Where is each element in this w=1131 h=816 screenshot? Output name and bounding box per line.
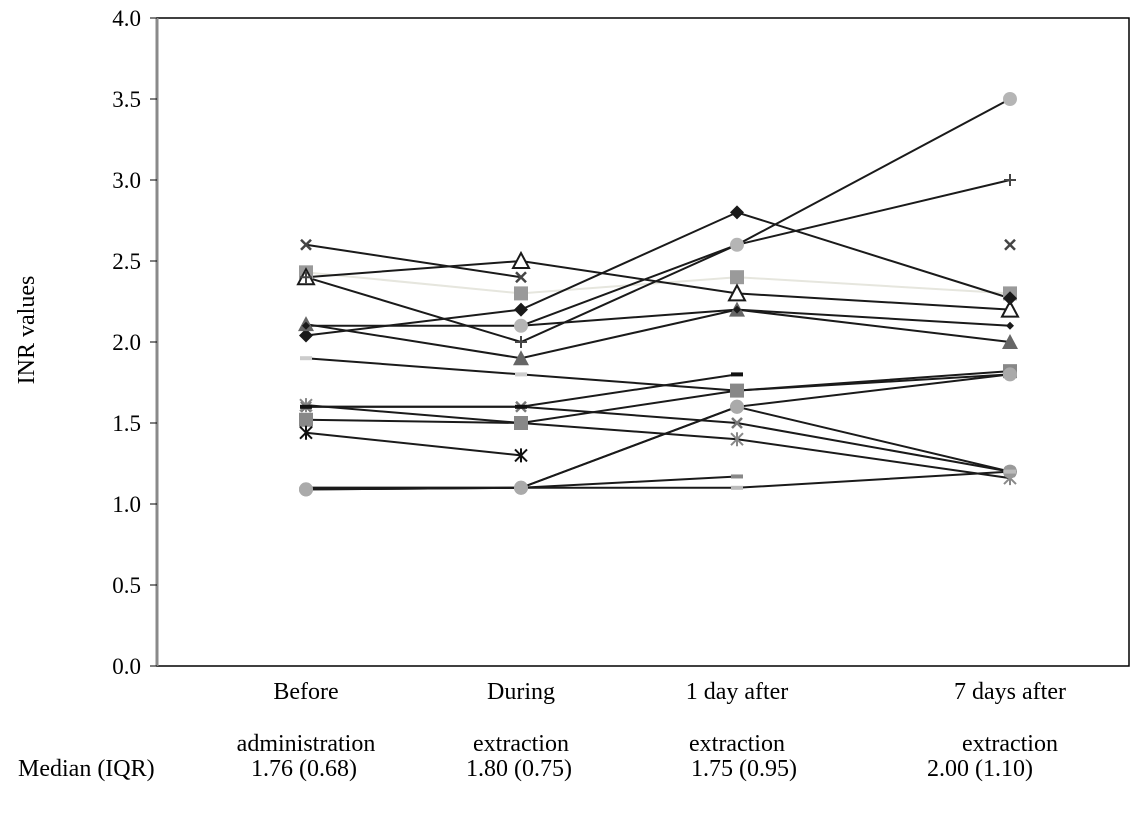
- data-point: [730, 205, 744, 220]
- x-category-label: 7 days after: [954, 679, 1066, 705]
- series-line: [305, 179, 1011, 344]
- y-tick-label: 4.0: [112, 6, 141, 31]
- median-value: 1.75 (0.95): [691, 756, 797, 782]
- data-point: [1004, 469, 1016, 474]
- data-point: [299, 412, 313, 427]
- data-point: [299, 482, 313, 497]
- y-tick-label: 2.0: [112, 330, 141, 355]
- series-line: [306, 308, 1011, 327]
- data-point: [730, 383, 744, 398]
- data-point: [730, 432, 744, 447]
- series-line: [305, 308, 1011, 360]
- data-point: [731, 474, 743, 479]
- y-tick-label: 3.5: [112, 87, 141, 112]
- data-point: [514, 448, 528, 463]
- series-line: [305, 243, 522, 279]
- data-point: [513, 350, 529, 366]
- x-category-label: extraction: [689, 731, 785, 757]
- x-category-label: During: [487, 679, 555, 705]
- data-point: [731, 372, 743, 377]
- y-tick-label: 1.0: [112, 492, 141, 517]
- data-point: [730, 399, 744, 414]
- y-tick-label: 1.5: [112, 411, 141, 436]
- data-point: [300, 271, 312, 284]
- series-line: [305, 370, 1011, 425]
- data-point: [1003, 291, 1017, 306]
- data-point: [1004, 174, 1016, 186]
- series-line: [306, 405, 1011, 473]
- data-point: [730, 270, 744, 285]
- median-iqr-label: Median (IQR): [18, 756, 155, 782]
- x-category-label: extraction: [473, 731, 569, 757]
- data-point: [1006, 321, 1014, 330]
- data-point: [733, 305, 741, 314]
- data-point: [731, 485, 743, 490]
- data-point: [300, 238, 312, 251]
- data-point: [727, 283, 747, 302]
- data-point: [1003, 367, 1017, 382]
- plot-frame: [156, 17, 1130, 667]
- y-tick-label: 3.0: [112, 168, 141, 193]
- series-line: [305, 431, 522, 457]
- data-point: [514, 286, 528, 301]
- series-line: [305, 404, 1011, 480]
- data-point: [302, 321, 310, 330]
- x-category-label: extraction: [962, 731, 1058, 757]
- series-line: [305, 259, 1011, 311]
- series-line: [305, 211, 1011, 337]
- x-category-label: 1 day after: [686, 679, 789, 705]
- data-point: [299, 425, 313, 440]
- median-value: 1.76 (0.68): [251, 756, 357, 782]
- series-line: [520, 98, 1011, 327]
- data-point: [300, 404, 312, 409]
- y-ticks: 4.0 3.5 3.0 2.5 2.0 1.5 1.0 0.5 0.0: [112, 6, 157, 679]
- y-tick-label: 0.0: [112, 654, 141, 679]
- data-point: [514, 480, 528, 495]
- data-point: [299, 328, 313, 343]
- data-point: [511, 250, 531, 269]
- series-line: [305, 373, 1011, 491]
- data-point: [515, 271, 527, 284]
- data-point: [731, 417, 743, 429]
- data-point: [514, 318, 528, 333]
- data-point: [730, 237, 744, 252]
- data-point: [514, 302, 528, 317]
- y-axis-label: INR values: [14, 276, 40, 385]
- x-category-label: Before: [273, 679, 338, 705]
- data-point: [1002, 334, 1018, 349]
- data-point: [1004, 238, 1016, 251]
- series-line: [305, 357, 1011, 392]
- series-line: [305, 271, 1011, 295]
- data-point: [300, 356, 312, 361]
- x-category-labels: Before administration During extraction 1 da…: [237, 679, 1066, 757]
- y-tick-label: 2.5: [112, 249, 141, 274]
- median-values: 1.76 (0.68) 1.80 (0.75) 1.75 (0.95) 2.00 (1…: [251, 756, 1033, 782]
- median-value: 2.00 (1.10): [927, 756, 1033, 782]
- y-tick-label: 0.5: [112, 573, 141, 598]
- data-point: [515, 404, 527, 409]
- data-point: [515, 372, 527, 377]
- median-value: 1.80 (0.75): [466, 756, 572, 782]
- data-point: [1000, 299, 1020, 318]
- data-point: [515, 336, 527, 348]
- series-markers: [296, 92, 1020, 497]
- data-point: [1003, 92, 1017, 106]
- x-category-label: administration: [237, 731, 376, 757]
- series-line: [306, 373, 738, 408]
- series-lines: [305, 98, 1011, 491]
- data-point: [514, 416, 528, 430]
